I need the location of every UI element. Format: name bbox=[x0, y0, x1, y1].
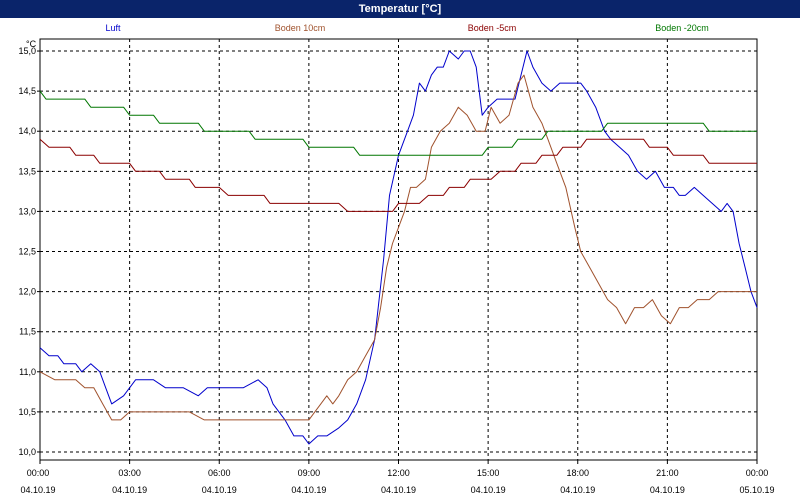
axes: 15,0 14,5 14,0 13,5 13,0 12,5 12,0 11,5 11,0 10,5… bbox=[18, 38, 775, 495]
x-tick-time: 00:00 bbox=[27, 468, 50, 478]
y-tick-label: 12,5 bbox=[18, 247, 36, 257]
grid bbox=[40, 39, 757, 460]
series-group bbox=[39, 50, 758, 445]
y-tick-label: 11,0 bbox=[19, 367, 36, 377]
x-tick-time: 21:00 bbox=[656, 468, 679, 478]
y-tick-label: 14,0 bbox=[18, 126, 36, 136]
y-axis-unit: °C bbox=[26, 39, 37, 49]
temperature-chart: 15,0 14,5 14,0 13,5 13,0 12,5 12,0 11,5 11,0 10,5… bbox=[18, 23, 775, 495]
y-tick-label: 15,0 bbox=[18, 46, 36, 56]
y-tick-label: 13,5 bbox=[18, 166, 36, 176]
series-line-1 bbox=[39, 74, 757, 421]
x-tick-date: 04.10.19 bbox=[202, 485, 237, 495]
legend-entry-2: Boden -5cm bbox=[468, 23, 517, 33]
x-tick-time: 00:00 bbox=[746, 468, 769, 478]
y-tick-label: 13,0 bbox=[18, 206, 36, 216]
x-tick-time: 18:00 bbox=[566, 468, 589, 478]
x-tick-date: 04.10.19 bbox=[650, 485, 685, 495]
x-tick-date: 04.10.19 bbox=[471, 485, 506, 495]
y-tick-label: 10,0 bbox=[18, 447, 36, 457]
x-tick-date: 04.10.19 bbox=[112, 485, 147, 495]
series-line-2 bbox=[39, 138, 757, 212]
series-line-0 bbox=[39, 50, 758, 445]
series-line-3 bbox=[39, 90, 757, 156]
y-tick-label: 12,0 bbox=[18, 287, 36, 297]
x-tick-time: 15:00 bbox=[477, 468, 500, 478]
x-tick-date: 04.10.19 bbox=[20, 485, 55, 495]
legend: Luft Boden 10cm Boden -5cm Boden -20cm bbox=[105, 23, 708, 33]
x-tick-date: 05.10.19 bbox=[739, 485, 774, 495]
legend-entry-0: Luft bbox=[105, 23, 121, 33]
x-tick-time: 12:00 bbox=[387, 468, 410, 478]
x-tick-date: 04.10.19 bbox=[291, 485, 326, 495]
x-tick-time: 03:00 bbox=[118, 468, 141, 478]
window-title: Temperatur [°C] bbox=[0, 0, 800, 18]
x-tick-date: 04.10.19 bbox=[381, 485, 416, 495]
x-tick-time: 09:00 bbox=[298, 468, 321, 478]
legend-entry-3: Boden -20cm bbox=[655, 23, 709, 33]
y-tick-label: 11,5 bbox=[19, 327, 36, 337]
x-tick-date: 04.10.19 bbox=[560, 485, 595, 495]
x-tick-time: 06:00 bbox=[208, 468, 231, 478]
y-tick-label: 14,5 bbox=[18, 86, 36, 96]
y-tick-label: 10,5 bbox=[18, 407, 36, 417]
legend-entry-1: Boden 10cm bbox=[275, 23, 326, 33]
